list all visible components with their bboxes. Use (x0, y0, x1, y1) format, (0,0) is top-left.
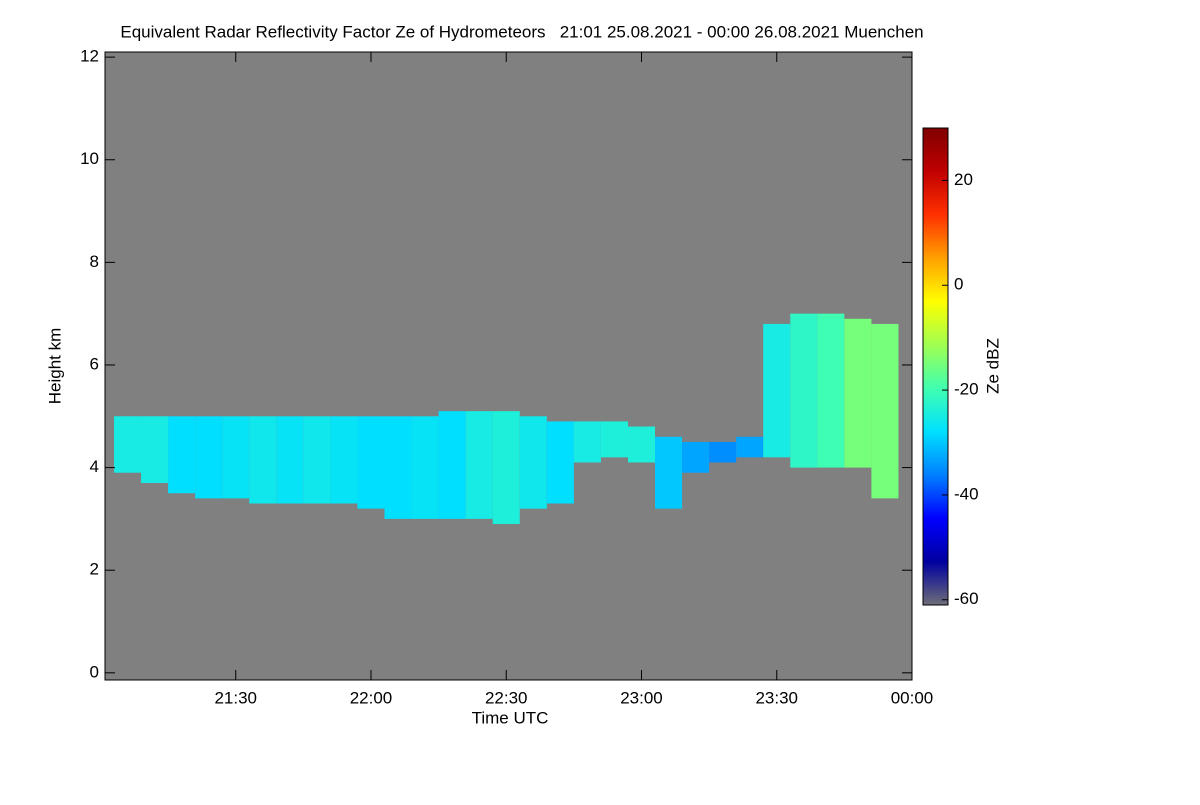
echo-cell (357, 416, 385, 509)
echo-cell (627, 426, 656, 463)
echo-cell (168, 416, 196, 494)
colorbar-tick-label: -20 (954, 380, 979, 399)
echo-cell (222, 416, 250, 499)
x-tick-label: 22:00 (350, 688, 393, 707)
echo-cell (736, 436, 764, 458)
echo-cell (195, 416, 223, 499)
colorbar-tick-label: 20 (954, 170, 973, 189)
echo-cell (573, 421, 601, 463)
echo-cell (790, 313, 818, 468)
y-tick-label: 10 (80, 149, 99, 168)
echo-cell (546, 421, 574, 504)
colorbar-tick-label: 0 (954, 275, 963, 294)
echo-cell (709, 441, 737, 463)
echo-cell (249, 416, 277, 504)
echo-cell (141, 416, 169, 483)
echo-cell (303, 416, 331, 504)
echo-cell (871, 323, 899, 499)
echo-cell (330, 416, 358, 504)
chart-title: Equivalent Radar Reflectivity Factor Ze … (120, 22, 923, 41)
x-tick-label: 00:00 (891, 688, 934, 707)
echo-cell (682, 441, 710, 473)
colorbar-label: Ze dBZ (983, 338, 1002, 394)
echo-cell (600, 421, 628, 458)
y-tick-label: 0 (90, 662, 99, 681)
y-tick-label: 12 (80, 47, 99, 66)
x-tick-label: 21:30 (214, 688, 257, 707)
echo-cell (114, 416, 142, 473)
y-axis-label: Height km (45, 328, 64, 405)
echo-cell (465, 411, 493, 519)
echo-cell (844, 318, 872, 468)
colorbar-tick-label: -60 (954, 589, 979, 608)
echo-cell (276, 416, 304, 504)
y-tick-label: 6 (90, 354, 99, 373)
x-tick-label: 23:30 (755, 688, 798, 707)
echo-cell (817, 313, 845, 468)
y-tick-label: 2 (90, 560, 99, 579)
echo-cell (519, 416, 547, 509)
y-tick-label: 4 (90, 457, 99, 476)
x-tick-label: 23:00 (620, 688, 663, 707)
plot-frame (104, 51, 913, 681)
colorbar (922, 127, 949, 606)
echo-cell (384, 416, 412, 519)
colorbar-tick-label: -40 (954, 484, 979, 503)
echo-cell (492, 411, 520, 525)
echo-cell (438, 411, 466, 519)
echo-cell (655, 436, 683, 509)
echo-cell (411, 416, 439, 519)
echo-cell (763, 323, 791, 458)
x-axis-label: Time UTC (472, 708, 549, 727)
x-tick-label: 22:30 (485, 688, 528, 707)
y-tick-label: 8 (90, 252, 99, 271)
